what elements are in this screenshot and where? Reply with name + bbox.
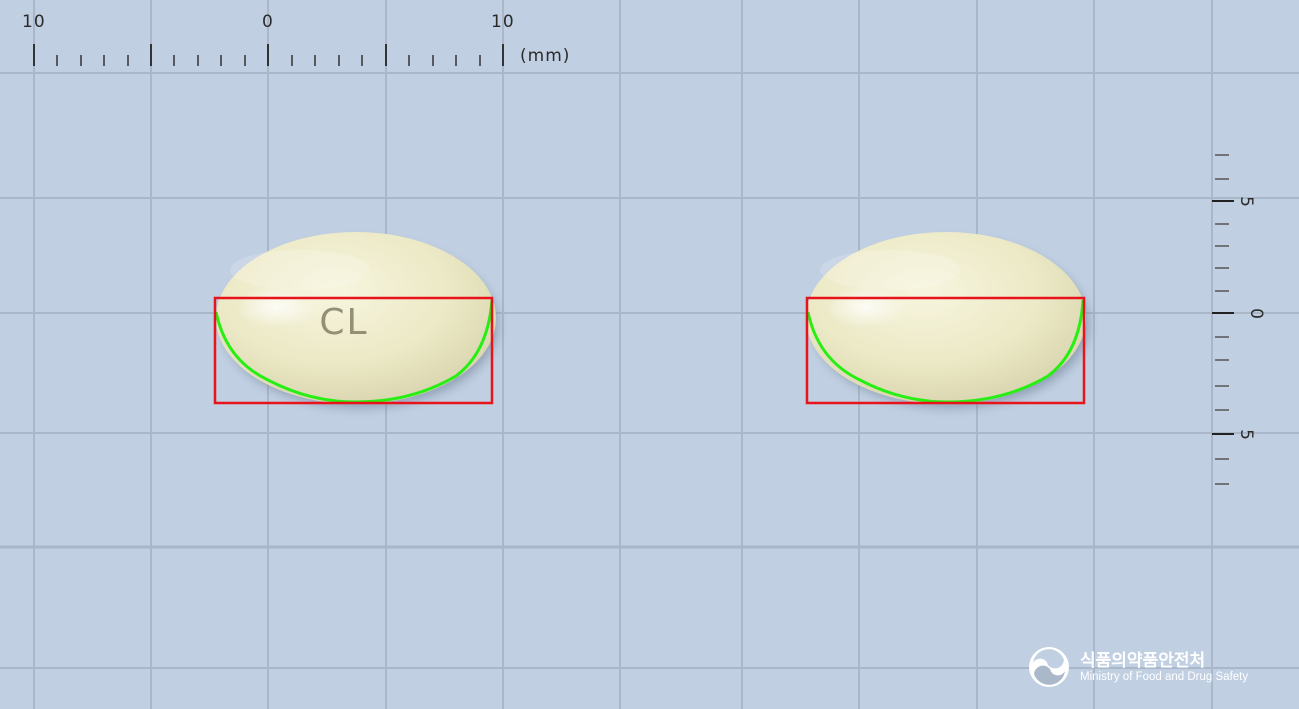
mfds-emblem-icon	[1029, 647, 1069, 687]
pill-front: CL	[213, 232, 498, 408]
pill-back	[805, 232, 1089, 408]
logo-name-korean: 식품의약품안전처	[1080, 651, 1206, 671]
right-ruler-label-bottom: 5	[1235, 429, 1256, 441]
pill-imprint: CL	[319, 302, 368, 343]
top-ruler-unit: (mm)	[520, 46, 571, 66]
logo-name-english: Ministry of Food and Drug Safety	[1080, 671, 1249, 683]
right-ruler	[1212, 154, 1234, 485]
top-ruler-label-center: 0	[262, 12, 274, 32]
bounding-box	[805, 296, 1086, 405]
mfds-logo: 식품의약품안전처 Ministry of Food and Drug Safet…	[1028, 646, 1278, 690]
top-ruler-label-right: 10	[491, 12, 515, 32]
bounding-box	[213, 296, 494, 405]
right-ruler-label-center: 0	[1245, 308, 1266, 320]
top-ruler	[33, 44, 504, 66]
top-ruler-label-left: 10	[22, 12, 46, 32]
right-ruler-label-top: 5	[1235, 196, 1256, 208]
